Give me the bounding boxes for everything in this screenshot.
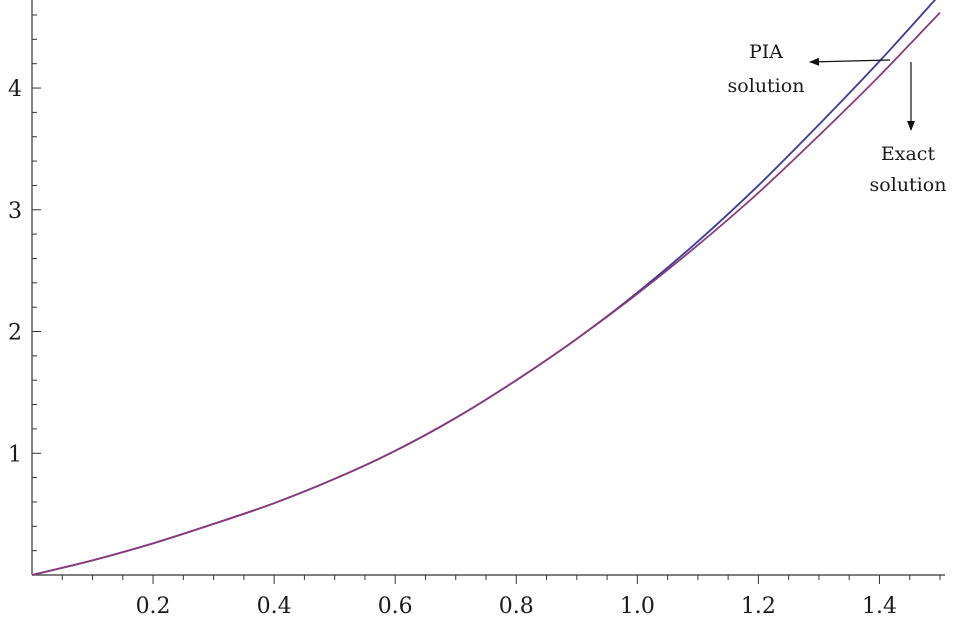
- x-tick-label: 0.4: [257, 594, 292, 619]
- x-tick-label: 1.0: [620, 594, 655, 619]
- y-tick-label: 4: [8, 77, 22, 102]
- y-tick-label: 1: [8, 442, 22, 467]
- x-tick-label: 1.2: [741, 594, 776, 619]
- y-tick-label: 3: [8, 199, 22, 224]
- pia-annotation-line2: solution: [728, 75, 805, 97]
- y-ticks: 1 2 3 4: [8, 14, 41, 552]
- x-tick-label: 0.2: [136, 594, 171, 619]
- x-tick-label: 0.8: [499, 594, 534, 619]
- y-tick-label: 2: [8, 321, 22, 346]
- pia-annotation-line1: PIA: [749, 41, 783, 63]
- exact-annotation-line1: Exact: [881, 143, 936, 165]
- pia-arrow: [809, 57, 891, 66]
- annotations: PIA solution Exact solution: [728, 41, 947, 196]
- axes: [31, 0, 945, 576]
- exact-annotation-line2: solution: [870, 174, 947, 196]
- series-layer: [31, 0, 941, 576]
- x-ticks: 0.2 0.4 0.6 0.8 1.0 1.2 1.4: [61, 575, 941, 619]
- x-tick-label: 1.4: [862, 594, 897, 619]
- x-tick-label: 0.6: [378, 594, 413, 619]
- exact-solution-line: [31, 11, 941, 576]
